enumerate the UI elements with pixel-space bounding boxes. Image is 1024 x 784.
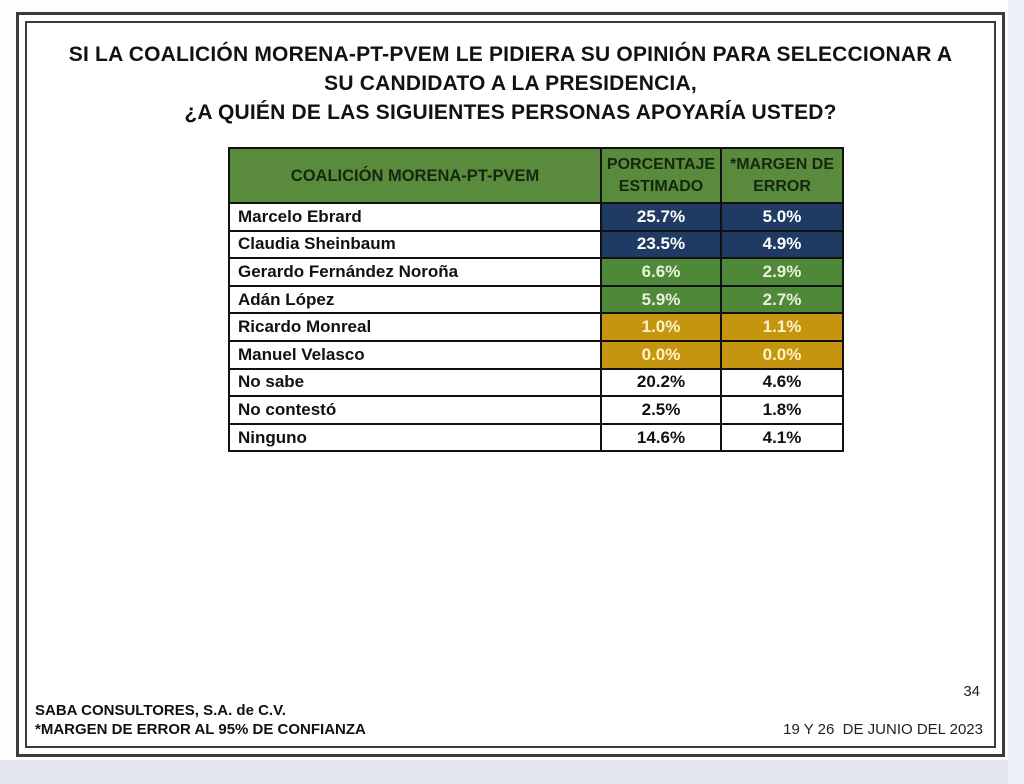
- table-row: Claudia Sheinbaum 23.5% 4.9%: [228, 229, 844, 260]
- page-number: 34: [963, 683, 980, 700]
- estimated-percentage: 1.0%: [600, 312, 722, 342]
- table-row: Ricardo Monreal 1.0% 1.1%: [228, 312, 844, 342]
- estimated-percentage: 20.2%: [600, 367, 722, 398]
- estimated-percentage: 2.5%: [600, 395, 722, 425]
- poll-results-table: COALICIÓN MORENA-PT-PVEM PORCENTAJE ESTI…: [228, 147, 844, 453]
- header-estimated-percentage: PORCENTAJE ESTIMADO: [600, 147, 722, 204]
- margin-of-error: 4.9%: [720, 229, 844, 260]
- margin-of-error: 0.0%: [720, 339, 844, 370]
- header-margin-of-error: *MARGEN DE ERROR: [720, 147, 844, 204]
- margin-of-error: 5.0%: [720, 202, 844, 232]
- slide-outer-border: SI LA COALICIÓN MORENA-PT-PVEM LE PIDIER…: [16, 12, 1005, 757]
- footer-date: 19 Y 26 DE JUNIO DEL 2023: [783, 721, 983, 738]
- estimated-percentage: 6.6%: [600, 257, 722, 287]
- slide-inner-border: SI LA COALICIÓN MORENA-PT-PVEM LE PIDIER…: [25, 21, 996, 748]
- candidate-name: Claudia Sheinbaum: [228, 229, 602, 260]
- estimated-percentage: 25.7%: [600, 202, 722, 232]
- slide-title: SI LA COALICIÓN MORENA-PT-PVEM LE PIDIER…: [27, 40, 994, 127]
- slide-title-line-2: SU CANDIDATO A LA PRESIDENCIA,: [324, 72, 697, 95]
- slide-title-line-1: SI LA COALICIÓN MORENA-PT-PVEM LE PIDIER…: [68, 43, 953, 66]
- table-row: Marcelo Ebrard 25.7% 5.0%: [228, 202, 844, 232]
- margin-of-error: 1.8%: [720, 395, 844, 425]
- table-row: No contestó 2.5% 1.8%: [228, 395, 844, 425]
- estimated-percentage: 23.5%: [600, 229, 722, 260]
- table-row: Adán López 5.9% 2.7%: [228, 284, 844, 315]
- footer-source: SABA CONSULTORES, S.A. de C.V. *MARGEN D…: [35, 702, 366, 739]
- table-row: Gerardo Fernández Noroña 6.6% 2.9%: [228, 257, 844, 287]
- margin-of-error: 4.6%: [720, 367, 844, 398]
- footer-confidence-note: *MARGEN DE ERROR AL 95% DE CONFIANZA: [35, 720, 366, 738]
- estimated-percentage: 5.9%: [600, 284, 722, 315]
- candidate-name: Marcelo Ebrard: [228, 202, 602, 232]
- margin-of-error: 2.9%: [720, 257, 844, 287]
- table-row: Manuel Velasco 0.0% 0.0%: [228, 339, 844, 370]
- response-label: No sabe: [228, 367, 602, 398]
- footer-company: SABA CONSULTORES, S.A. de C.V.: [35, 702, 286, 719]
- candidate-name: Adán López: [228, 284, 602, 315]
- estimated-percentage: 14.6%: [600, 422, 722, 453]
- table-row: Ninguno 14.6% 4.1%: [228, 422, 844, 453]
- margin-of-error: 1.1%: [720, 312, 844, 342]
- poll-table-body: Marcelo Ebrard 25.7% 5.0% Claudia Sheinb…: [228, 202, 844, 453]
- margin-of-error: 4.1%: [720, 422, 844, 453]
- poll-table-header: COALICIÓN MORENA-PT-PVEM PORCENTAJE ESTI…: [228, 147, 844, 204]
- candidate-name: Manuel Velasco: [228, 339, 602, 370]
- response-label: No contestó: [228, 395, 602, 425]
- header-coalition: COALICIÓN MORENA-PT-PVEM: [228, 147, 602, 204]
- table-row: No sabe 20.2% 4.6%: [228, 367, 844, 398]
- candidate-name: Ricardo Monreal: [228, 312, 602, 342]
- response-label: Ninguno: [228, 422, 602, 453]
- header-row: COALICIÓN MORENA-PT-PVEM PORCENTAJE ESTI…: [228, 147, 844, 204]
- margin-of-error: 2.7%: [720, 284, 844, 315]
- estimated-percentage: 0.0%: [600, 339, 722, 370]
- scan-edge-right: [1008, 0, 1024, 784]
- scan-edge-bottom: [0, 760, 1024, 784]
- candidate-name: Gerardo Fernández Noroña: [228, 257, 602, 287]
- slide-title-line-3: ¿A QUIÉN DE LAS SIGUIENTES PERSONAS APOY…: [184, 101, 837, 124]
